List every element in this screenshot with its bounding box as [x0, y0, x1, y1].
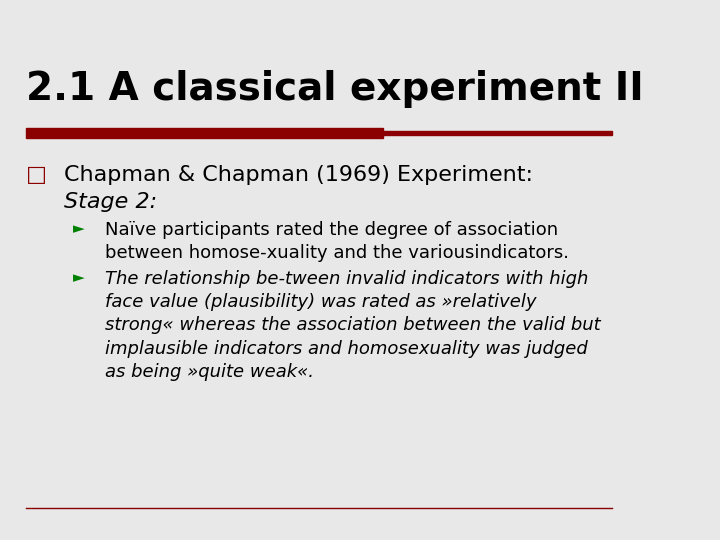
Text: □: □ — [25, 165, 47, 185]
Text: 2.1 A classical experiment II: 2.1 A classical experiment II — [25, 70, 643, 108]
Text: ►: ► — [73, 221, 85, 237]
Bar — [383, 131, 613, 135]
Text: as being »quite weak«.: as being »quite weak«. — [105, 363, 314, 381]
Text: Stage 2:: Stage 2: — [64, 192, 157, 212]
Text: implausible indicators and homosexuality was judged: implausible indicators and homosexuality… — [105, 340, 588, 357]
Text: Chapman & Chapman (1969) Experiment:: Chapman & Chapman (1969) Experiment: — [64, 165, 533, 185]
Text: face value (plausibility) was rated as »relatively: face value (plausibility) was rated as »… — [105, 293, 536, 311]
Text: between homose-xuality and the variousindicators.: between homose-xuality and the variousin… — [105, 244, 570, 262]
Text: The relationship be-tween invalid indicators with high: The relationship be-tween invalid indica… — [105, 270, 589, 288]
Bar — [25, 128, 383, 138]
Text: strong« whereas the association between the valid but: strong« whereas the association between … — [105, 316, 601, 334]
Text: ►: ► — [73, 270, 85, 285]
Text: Naïve participants rated the degree of association: Naïve participants rated the degree of a… — [105, 221, 559, 239]
